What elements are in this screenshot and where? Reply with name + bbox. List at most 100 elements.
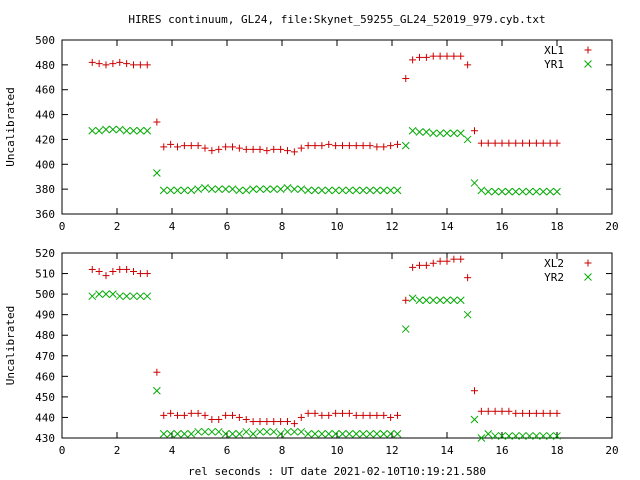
data-point [136,126,145,135]
data-point [222,143,230,151]
data-point [331,186,340,195]
data-point [532,432,541,440]
data-point [143,61,151,69]
data-point [422,296,431,305]
data-point [352,186,361,195]
data-point [256,418,264,426]
data-point [511,432,520,440]
legend-label: YR1 [544,58,564,71]
data-point [450,129,458,138]
data-point [379,430,388,438]
data-point [187,142,195,150]
x-tick-label: 10 [330,220,343,233]
data-point [443,129,451,138]
x-tick-label: 10 [330,444,343,457]
data-point [123,265,131,273]
data-point [102,272,110,280]
data-point [263,418,271,426]
data-point [463,135,472,144]
panel-2: 430 440 450 460 470 480 490 500 510 520 0 2 4 6 8 10 12 1… [4,247,619,457]
data-point [297,144,305,152]
data-point [436,296,444,305]
data-point [201,184,209,192]
data-point [143,292,152,301]
data-point [269,427,278,436]
data-point [167,409,175,417]
data-point [180,142,188,150]
x-tick-label: 2 [114,220,121,233]
data-point [116,58,124,66]
data-point [228,185,237,193]
data-point [539,187,548,196]
data-point [283,184,292,192]
data-point [339,409,346,417]
data-point [129,292,138,301]
legend-label: YR2 [544,271,564,284]
data-point [339,142,346,150]
x-tick-label: 0 [59,220,66,233]
data-point [386,430,395,438]
x-tick-label: 18 [550,220,563,233]
data-point [276,185,285,193]
data-point [290,185,299,193]
plot-frame [61,39,613,215]
data-point [491,187,499,196]
data-point [436,257,444,265]
data-point [553,187,561,196]
data-point [429,52,437,60]
data-point [386,186,395,195]
data-point [498,407,506,415]
data-point [201,144,209,152]
data-point [456,129,465,138]
data-point [304,409,312,417]
data-point [88,126,97,135]
data-point [532,139,540,147]
data-point [173,186,182,195]
y-tick-label: 440 [35,109,55,122]
data-point [201,411,209,419]
y-tick-label: 480 [35,59,55,72]
data-point [553,432,561,440]
data-point [352,430,361,438]
y-tick-label: 490 [35,309,55,322]
data-point [359,142,367,150]
data-point [235,186,244,195]
data-point [115,125,124,134]
data-point [345,142,353,150]
data-point [373,411,381,419]
x-tick-label: 4 [169,444,176,457]
data-point [180,430,189,438]
data-point [338,186,347,195]
data-point [269,185,278,193]
y-tick-label: 450 [35,391,55,404]
data-point [159,430,168,438]
x-tick-label: 6 [224,444,231,457]
data-point [174,411,181,419]
x-tick-label: 12 [385,220,398,233]
data-point [109,290,117,298]
data-point [422,128,431,136]
data-point [546,432,554,440]
data-point [401,141,410,150]
data-point [304,430,312,438]
data-point [256,185,264,193]
data-point [297,185,306,193]
data-point [95,60,103,68]
data-point [505,432,513,440]
data-point [401,325,410,333]
data-point [402,75,410,83]
data-point [457,255,465,263]
data-point [129,126,138,135]
data-point [160,143,168,151]
data-point [116,265,124,273]
data-point [387,142,395,150]
data-point [415,128,424,136]
data-point [429,259,437,267]
data-point [477,407,485,415]
chart-title: HIRES continuum, GL24, file:Skynet_59255… [128,13,545,26]
data-point [122,126,131,135]
data-point [160,411,168,419]
data-point [331,430,340,438]
data-point [408,126,417,135]
